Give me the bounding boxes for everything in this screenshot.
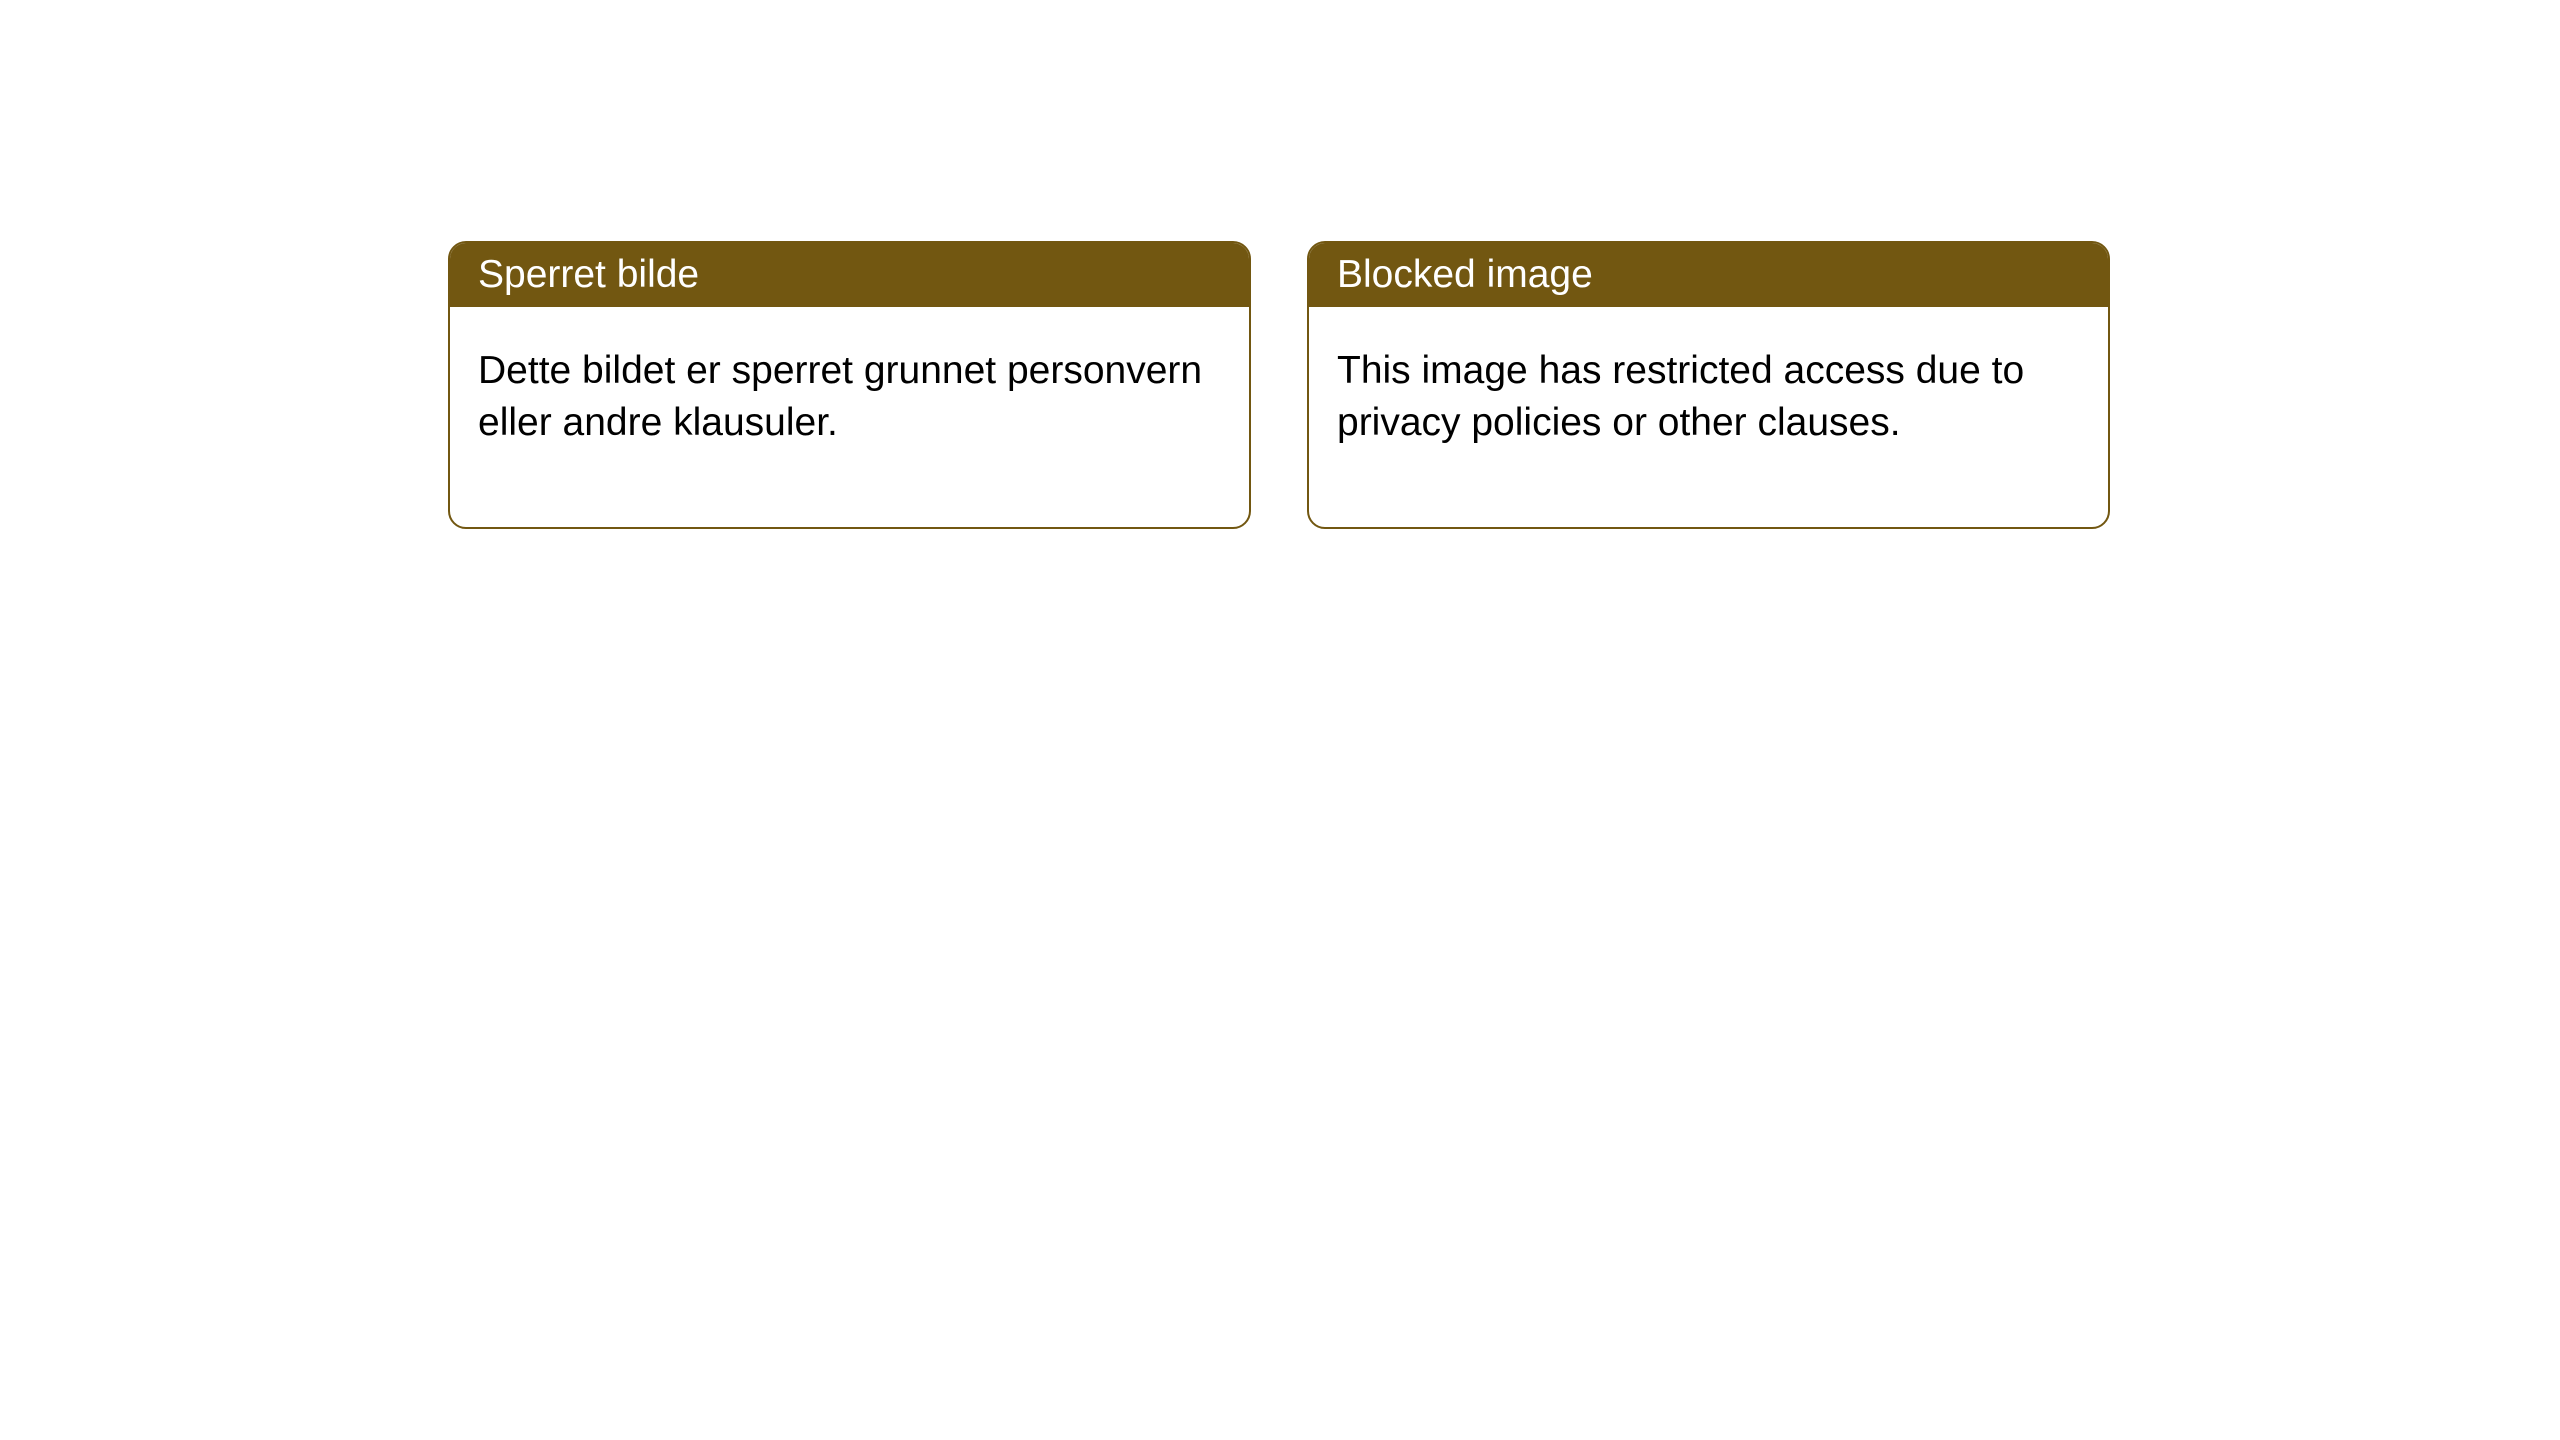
card-body-en: This image has restricted access due to … [1309, 307, 2108, 527]
blocked-image-card-no: Sperret bilde Dette bildet er sperret gr… [448, 241, 1251, 529]
card-body-text-no: Dette bildet er sperret grunnet personve… [478, 349, 1202, 444]
card-header-en: Blocked image [1309, 243, 2108, 307]
card-title-no: Sperret bilde [478, 253, 699, 296]
card-body-text-en: This image has restricted access due to … [1337, 349, 2024, 444]
cards-container: Sperret bilde Dette bildet er sperret gr… [0, 0, 2560, 529]
card-header-no: Sperret bilde [450, 243, 1249, 307]
card-body-no: Dette bildet er sperret grunnet personve… [450, 307, 1249, 527]
blocked-image-card-en: Blocked image This image has restricted … [1307, 241, 2110, 529]
card-title-en: Blocked image [1337, 253, 1593, 296]
